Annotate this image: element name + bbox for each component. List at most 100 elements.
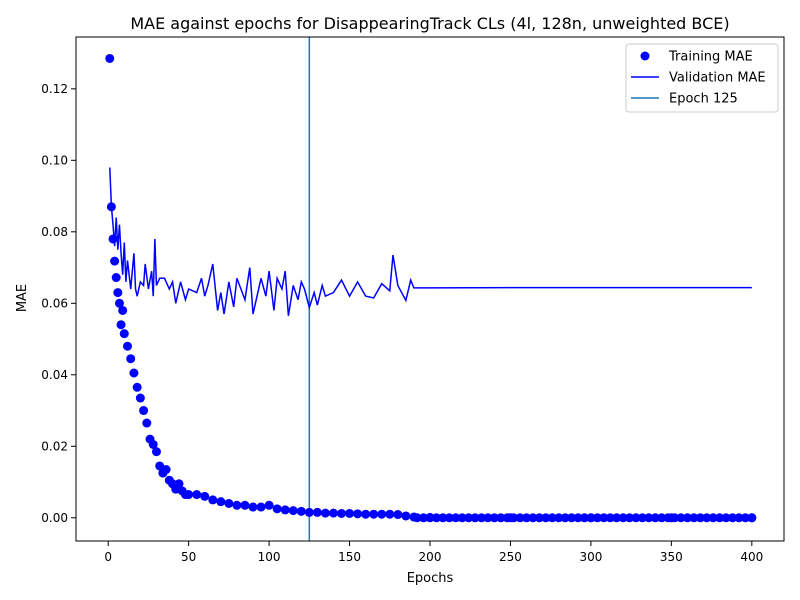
training-mae-point bbox=[377, 509, 387, 519]
y-tick-label: 0.08 bbox=[41, 225, 68, 239]
training-mae-point bbox=[425, 513, 435, 523]
training-mae-point bbox=[715, 513, 725, 523]
validation-mae-line bbox=[109, 167, 752, 316]
training-mae-point bbox=[560, 513, 570, 523]
training-mae-point bbox=[151, 447, 161, 457]
plot-area bbox=[75, 36, 785, 542]
training-mae-point bbox=[676, 513, 686, 523]
training-mae-point bbox=[174, 479, 184, 489]
training-mae-point bbox=[142, 418, 152, 428]
training-mae-point bbox=[554, 513, 564, 523]
y-tick-label: 0.00 bbox=[41, 511, 68, 525]
y-tick-label: 0.10 bbox=[41, 153, 68, 167]
x-axis: 0 50 100 150 200 250 300 350 400 bbox=[104, 541, 763, 564]
training-mae-point bbox=[444, 513, 454, 523]
training-mae-point bbox=[579, 513, 589, 523]
y-tick-label: 0.04 bbox=[41, 368, 68, 382]
training-mae-point bbox=[412, 513, 422, 523]
training-mae-point bbox=[599, 513, 609, 523]
training-mae-point bbox=[682, 513, 692, 523]
training-mae-point bbox=[586, 513, 596, 523]
training-mae-point bbox=[419, 513, 429, 523]
training-mae-point bbox=[248, 502, 258, 512]
legend-box bbox=[625, 43, 779, 113]
y-tick-label: 0.02 bbox=[41, 439, 68, 453]
training-mae-point bbox=[208, 495, 218, 505]
training-mae-point bbox=[256, 502, 266, 512]
training-mae-point bbox=[528, 513, 538, 523]
training-mae-point bbox=[129, 368, 139, 378]
training-mae-point bbox=[734, 513, 744, 523]
training-mae-point bbox=[637, 513, 647, 523]
training-mae-point bbox=[106, 202, 116, 212]
training-mae-point bbox=[496, 513, 506, 523]
training-mae-point bbox=[119, 329, 129, 339]
training-mae-point bbox=[457, 513, 467, 523]
training-mae-point bbox=[264, 500, 274, 510]
legend-label: Epoch 125 bbox=[669, 92, 738, 107]
x-tick-label: 50 bbox=[181, 550, 196, 564]
x-tick-label: 300 bbox=[579, 550, 602, 564]
training-mae-point bbox=[721, 513, 731, 523]
training-mae-point bbox=[105, 53, 115, 63]
x-tick-label: 100 bbox=[258, 550, 281, 564]
training-mae-point bbox=[431, 513, 441, 523]
training-mae-point bbox=[605, 513, 615, 523]
training-mae-point bbox=[132, 382, 142, 392]
training-mae-point bbox=[369, 509, 379, 519]
x-tick-label: 150 bbox=[338, 550, 361, 564]
training-mae-point bbox=[509, 513, 519, 523]
x-tick-label: 400 bbox=[740, 550, 763, 564]
training-mae-point bbox=[320, 508, 330, 518]
training-mae-point bbox=[111, 273, 121, 283]
training-mae-point bbox=[489, 513, 499, 523]
x-tick-label: 200 bbox=[419, 550, 442, 564]
training-mae-point bbox=[304, 507, 314, 517]
training-mae-point bbox=[113, 288, 123, 298]
training-mae-point bbox=[312, 507, 322, 517]
training-mae-point bbox=[534, 513, 544, 523]
training-mae-point bbox=[541, 513, 551, 523]
x-tick-label: 350 bbox=[660, 550, 683, 564]
training-mae-point bbox=[280, 505, 290, 515]
training-mae-point bbox=[689, 513, 699, 523]
training-mae-point bbox=[747, 513, 757, 523]
training-mae-point bbox=[353, 509, 363, 519]
legend: Training MAE Validation MAE Epoch 125 bbox=[625, 43, 779, 113]
training-mae-point bbox=[625, 513, 635, 523]
training-mae-point bbox=[216, 497, 226, 507]
training-mae-point bbox=[657, 513, 667, 523]
training-mae-point bbox=[116, 320, 126, 330]
legend-marker-training bbox=[640, 51, 650, 61]
training-mae-point bbox=[515, 513, 525, 523]
training-mae-point bbox=[114, 298, 124, 308]
training-mae-point bbox=[192, 490, 202, 500]
training-mae-point bbox=[337, 508, 346, 518]
training-mae-point bbox=[644, 513, 654, 523]
training-mae-point bbox=[631, 513, 641, 523]
x-axis-label: Epochs bbox=[407, 571, 454, 586]
legend-label: Validation MAE bbox=[669, 71, 766, 86]
training-mae-point bbox=[612, 513, 622, 523]
training-mae-point bbox=[328, 508, 338, 518]
training-mae-point bbox=[393, 510, 403, 520]
legend-label: Training MAE bbox=[668, 50, 753, 65]
training-mae-point bbox=[345, 508, 355, 518]
training-mae-point bbox=[135, 393, 145, 403]
x-tick-label: 0 bbox=[104, 550, 112, 564]
training-mae-point bbox=[592, 513, 602, 523]
training-mae-point bbox=[385, 509, 395, 519]
y-tick-label: 0.12 bbox=[41, 82, 68, 96]
training-mae-point bbox=[272, 504, 282, 514]
training-mae-point bbox=[567, 513, 577, 523]
training-mae-point bbox=[476, 513, 486, 523]
training-mae-point bbox=[401, 511, 411, 521]
training-mae-point bbox=[728, 513, 738, 523]
training-mae-point bbox=[483, 513, 493, 523]
training-mae-point bbox=[148, 439, 158, 449]
x-tick-label: 250 bbox=[499, 550, 522, 564]
training-mae-point bbox=[108, 234, 118, 244]
training-mae-point bbox=[126, 354, 136, 364]
training-mae-point bbox=[464, 513, 474, 523]
